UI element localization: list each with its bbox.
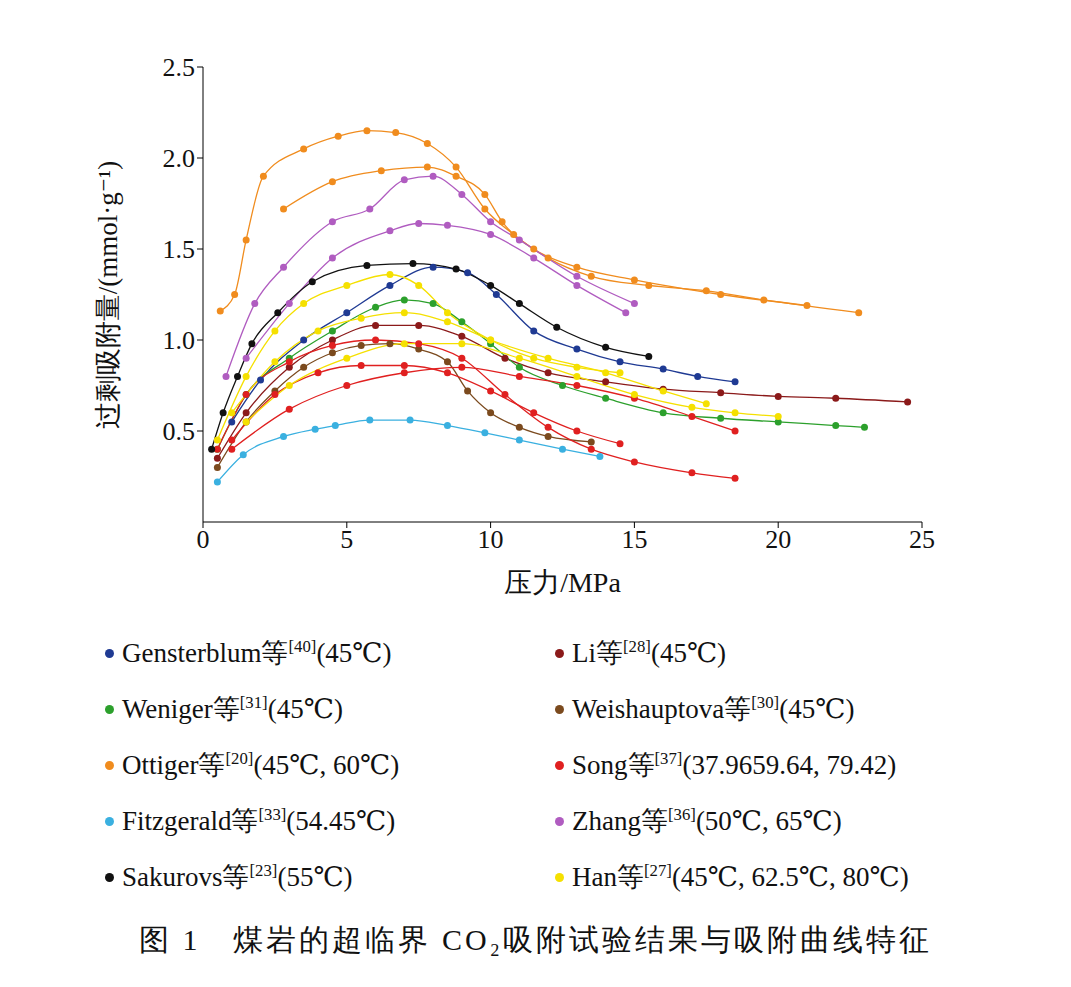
svg-text:20: 20 <box>765 525 791 554</box>
svg-text:压力/MPa: 压力/MPa <box>504 567 621 598</box>
html-text:Ottiger等[20](45℃, 60℃): Ottiger等[20](45℃, 60℃) <box>122 749 400 780</box>
svg-text:2.0: 2.0 <box>163 144 196 173</box>
html-text:Weishauptova等[30](45℃): Weishauptova等[30](45℃) <box>572 693 855 724</box>
svg-text:0.5: 0.5 <box>163 417 196 446</box>
svg-text:1.0: 1.0 <box>163 326 196 355</box>
svg-text:25: 25 <box>909 525 935 554</box>
html-text:Gensterblum等[40](45℃): Gensterblum等[40](45℃) <box>122 637 392 668</box>
html-text:图 1 煤岩的超临界 CO₂吸附试验结果与吸附曲线特征: 图 1 煤岩的超临界 CO₂吸附试验结果与吸附曲线特征 <box>138 923 933 956</box>
html-text:Song等[37](37.9659.64, 79.42): Song等[37](37.9659.64, 79.42) <box>572 749 897 780</box>
svg-text:0: 0 <box>197 525 210 554</box>
svg-text:15: 15 <box>621 525 647 554</box>
svg-text:1.5: 1.5 <box>163 235 196 264</box>
html-text:Weniger等[31](45℃): Weniger等[31](45℃) <box>122 693 343 724</box>
html-text:Sakurovs等[23](55℃): Sakurovs等[23](55℃) <box>122 861 353 892</box>
svg-text:10: 10 <box>478 525 504 554</box>
svg-text:5: 5 <box>340 525 353 554</box>
html-text:Fitzgerald等[33](54.45℃): Fitzgerald等[33](54.45℃) <box>122 805 396 836</box>
svg-text:2.5: 2.5 <box>163 53 196 82</box>
html-text:Li等[28](45℃): Li等[28](45℃) <box>572 637 727 668</box>
html-text:过剩吸附量/(mmol·g⁻¹): 过剩吸附量/(mmol·g⁻¹) <box>93 160 123 430</box>
html-text:Zhang等[36](50℃, 65℃): Zhang等[36](50℃, 65℃) <box>572 805 842 836</box>
html-text:Han等[27](45℃, 62.5℃, 80℃): Han等[27](45℃, 62.5℃, 80℃) <box>572 861 909 892</box>
